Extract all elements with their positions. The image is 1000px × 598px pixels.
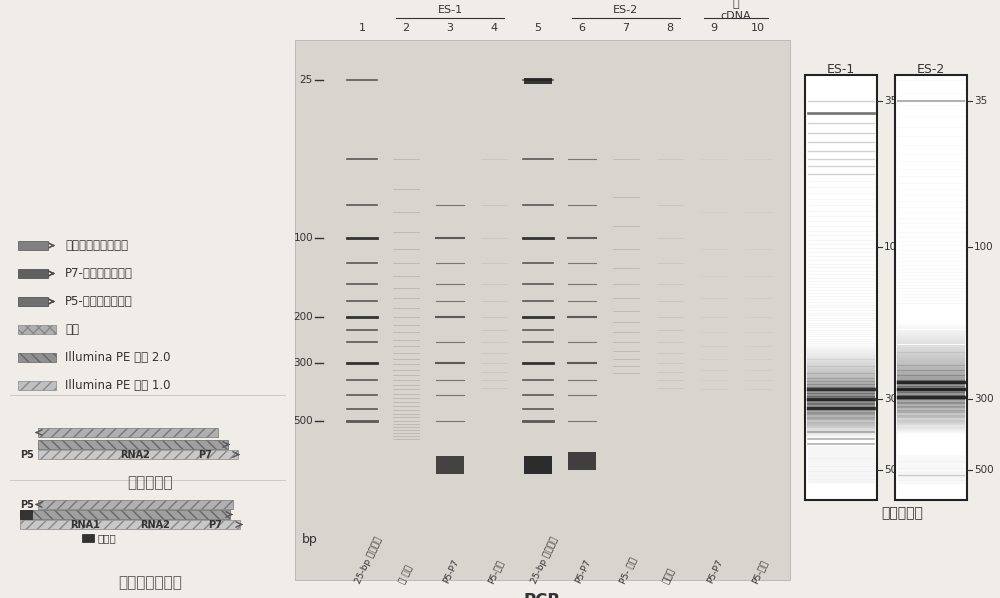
Bar [38, 450, 238, 459]
Text: 不完整产物: 不完整产物 [127, 475, 173, 490]
Text: 100: 100 [974, 242, 994, 252]
Text: P5-P7: P5-P7 [442, 558, 461, 585]
Bar [18, 241, 48, 250]
Text: 35: 35 [884, 96, 897, 106]
Text: 5: 5 [534, 23, 542, 33]
Text: P5-接头: P5-接头 [750, 559, 769, 585]
Bar [18, 269, 48, 278]
Text: 接头: 接头 [65, 323, 79, 336]
Bar [18, 381, 56, 390]
Text: 25-bp 梯状条带: 25-bp 梯状条带 [354, 535, 383, 585]
Text: 条形码: 条形码 [98, 533, 117, 543]
Text: 期望的嵌合产物: 期望的嵌合产物 [118, 575, 182, 590]
Text: 7: 7 [622, 23, 630, 33]
Text: 2: 2 [402, 23, 410, 33]
Text: 无
cDNA: 无 cDNA [721, 0, 751, 21]
Text: 无引物: 无引物 [662, 566, 677, 585]
Text: P7: P7 [208, 520, 222, 529]
Bar [20, 510, 32, 519]
Text: P5- 接头: P5- 接头 [618, 556, 638, 585]
Text: ES-1: ES-1 [437, 5, 463, 15]
Bar [20, 510, 230, 519]
Bar [436, 456, 464, 474]
Text: 35: 35 [974, 96, 987, 106]
Bar [38, 500, 233, 509]
Bar [38, 428, 218, 437]
Text: 10: 10 [751, 23, 765, 33]
Text: bp: bp [302, 533, 318, 547]
Bar [20, 520, 240, 529]
Bar [38, 440, 228, 449]
Text: 300: 300 [974, 394, 994, 404]
Text: 1: 1 [358, 23, 366, 33]
Text: 接头特异性反向引物: 接头特异性反向引物 [65, 239, 128, 252]
Text: Illumina PE 引物 2.0: Illumina PE 引物 2.0 [65, 351, 170, 364]
Bar [568, 453, 596, 471]
Bar [524, 456, 552, 474]
Bar [295, 40, 790, 580]
Text: P5: P5 [20, 450, 34, 459]
Text: PCR: PCR [524, 592, 561, 598]
Text: P7: P7 [198, 450, 212, 459]
Text: ES-2: ES-2 [613, 5, 639, 15]
Text: 500: 500 [974, 465, 994, 475]
Text: 200: 200 [293, 312, 313, 322]
Bar [895, 75, 967, 500]
Text: ES-1: ES-1 [827, 63, 855, 76]
Text: P5-特异性正向引物: P5-特异性正向引物 [65, 295, 133, 308]
Bar [82, 534, 94, 542]
Text: 100: 100 [293, 233, 313, 243]
Text: P5-P7: P5-P7 [706, 558, 725, 585]
Text: RNA2: RNA2 [140, 520, 170, 529]
Text: 6: 6 [578, 23, 586, 33]
Text: 9: 9 [710, 23, 718, 33]
Text: 300: 300 [884, 394, 904, 404]
Text: P5-P7: P5-P7 [574, 558, 593, 585]
Text: 500: 500 [884, 465, 904, 475]
Text: 8: 8 [666, 23, 674, 33]
Bar [805, 75, 877, 500]
Text: 25: 25 [300, 75, 313, 86]
Text: ES-2: ES-2 [917, 63, 945, 76]
Text: P7-特异性反向引物: P7-特异性反向引物 [65, 267, 133, 280]
Bar [18, 297, 48, 306]
Text: 无 引物: 无 引物 [398, 564, 414, 585]
Text: Illumina PE 引物 1.0: Illumina PE 引物 1.0 [65, 379, 170, 392]
Text: 4: 4 [490, 23, 498, 33]
Text: 生物分析仪: 生物分析仪 [882, 506, 923, 520]
Text: RNA2: RNA2 [120, 450, 150, 459]
Text: 300: 300 [293, 358, 313, 368]
Text: 500: 500 [293, 416, 313, 426]
Text: 25-bp 梯状条带: 25-bp 梯状条带 [530, 535, 559, 585]
Text: P5-接头: P5-接头 [486, 559, 505, 585]
Text: P5: P5 [20, 499, 34, 509]
Text: 3: 3 [446, 23, 454, 33]
Bar [524, 78, 552, 84]
Bar [18, 325, 56, 334]
Text: 100: 100 [884, 242, 904, 252]
Text: RNA1: RNA1 [70, 520, 100, 529]
Bar [18, 353, 56, 362]
